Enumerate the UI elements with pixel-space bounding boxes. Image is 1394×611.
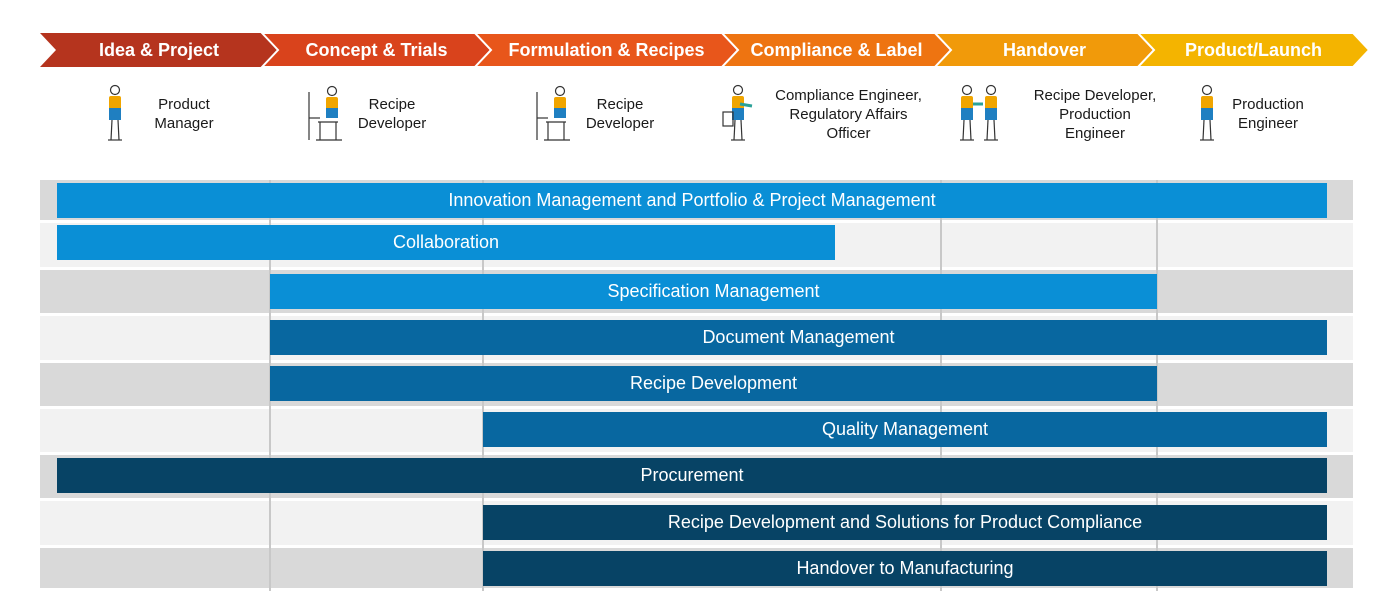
role-label-line: Production bbox=[1059, 105, 1131, 123]
two-people-icon bbox=[960, 84, 998, 141]
phase-label: Handover bbox=[1002, 40, 1087, 60]
role-label: Recipe Developer bbox=[570, 80, 670, 148]
role-label-line: Recipe bbox=[596, 96, 644, 113]
capability-label: Recipe Development bbox=[629, 373, 798, 393]
phase-column-divider bbox=[1156, 180, 1158, 591]
role-label-line: Product bbox=[158, 96, 210, 113]
role-label-line: Production bbox=[1232, 96, 1304, 113]
role-2: Recipe Developer bbox=[306, 80, 442, 148]
person-at-machine-icon bbox=[722, 84, 753, 141]
capability-bar: Collaboration bbox=[57, 225, 835, 260]
role-label: Production Engineer bbox=[1218, 80, 1318, 148]
capability-bar: Handover to Manufacturing bbox=[483, 551, 1327, 586]
role-3: Recipe Developer bbox=[534, 80, 670, 148]
seated-person-at-desk-icon bbox=[308, 85, 342, 141]
capability-label: Recipe Development and Solutions for Pro… bbox=[667, 512, 1143, 532]
role-5: Recipe Developer, Production Engineer bbox=[955, 80, 1180, 148]
capability-bar: Quality Management bbox=[483, 412, 1327, 447]
capability-label: Specification Management bbox=[607, 281, 820, 301]
phase-chevron-4: Compliance & Label bbox=[719, 32, 953, 68]
phase-chevron-5: Handover bbox=[932, 32, 1156, 68]
phase-label: Product/Launch bbox=[1184, 40, 1322, 60]
role-label-line: Engineer bbox=[1064, 124, 1126, 142]
capability-bar: Document Management bbox=[270, 320, 1327, 355]
phase-label: Formulation & Recipes bbox=[508, 40, 705, 60]
role-label: Product Manager bbox=[134, 80, 234, 148]
role-1: Product Manager bbox=[104, 80, 234, 148]
role-label-line: Recipe bbox=[368, 96, 416, 113]
capability-label: Procurement bbox=[640, 465, 744, 485]
role-label-line: Developer bbox=[585, 115, 655, 132]
role-label-line: Officer bbox=[826, 124, 871, 142]
capability-bar: Recipe Development and Solutions for Pro… bbox=[483, 505, 1327, 540]
phase-chevron-shape bbox=[1135, 32, 1371, 68]
phase-label: Compliance & Label bbox=[750, 40, 923, 60]
phase-chevron-shape bbox=[40, 33, 278, 67]
phase-label: Idea & Project bbox=[98, 40, 220, 60]
phase-label: Concept & Trials bbox=[305, 40, 448, 60]
capability-label: Document Management bbox=[702, 327, 895, 347]
role-label-line: Regulatory Affairs bbox=[789, 105, 908, 123]
phase-chevron-6: Product/Launch bbox=[1135, 32, 1371, 68]
capability-bar: Procurement bbox=[57, 458, 1327, 493]
phase-chevron-2: Concept & Trials bbox=[259, 32, 493, 68]
role-label: Recipe Developer bbox=[342, 80, 442, 148]
role-label: Compliance Engineer, Regulatory Affairs Of… bbox=[756, 80, 941, 148]
role-label-line: Developer bbox=[357, 115, 427, 132]
capability-label: Handover to Manufacturing bbox=[796, 558, 1014, 578]
standing-person-icon bbox=[1200, 84, 1214, 141]
seated-person-at-desk-icon bbox=[536, 85, 570, 141]
role-label-line: Manager bbox=[154, 115, 214, 132]
capability-bar: Recipe Development bbox=[270, 366, 1157, 401]
role-label-line: Compliance Engineer, bbox=[775, 86, 922, 104]
role-label-line: Recipe Developer, bbox=[1033, 86, 1157, 104]
capability-label: Quality Management bbox=[821, 419, 989, 439]
role-6: Production Engineer bbox=[1196, 80, 1318, 148]
standing-person-icon bbox=[108, 84, 122, 141]
phase-chevron-3: Formulation & Recipes bbox=[472, 32, 740, 68]
capability-bar: Innovation Management and Portfolio & Pr… bbox=[57, 183, 1327, 218]
capability-label: Collaboration bbox=[392, 232, 500, 252]
capability-bar: Specification Management bbox=[270, 274, 1157, 309]
phase-chevron-1: Idea & Project bbox=[40, 33, 278, 67]
role-label: Recipe Developer, Production Engineer bbox=[1010, 80, 1180, 148]
role-4: Compliance Engineer, Regulatory Affairs Of… bbox=[722, 80, 941, 148]
role-label-line: Engineer bbox=[1237, 115, 1299, 132]
capability-label: Innovation Management and Portfolio & Pr… bbox=[448, 190, 936, 210]
